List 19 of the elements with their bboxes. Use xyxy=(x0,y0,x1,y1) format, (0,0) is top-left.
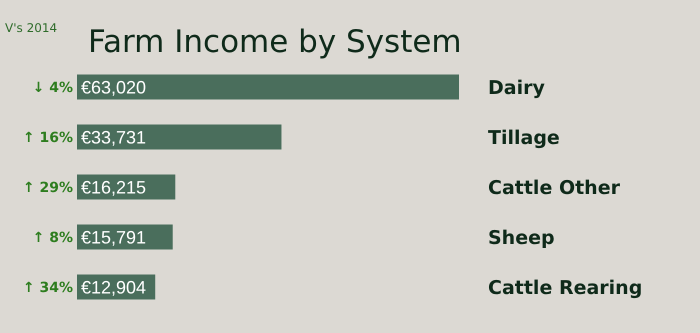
bar xyxy=(77,124,282,150)
y-tick-label: Dairy xyxy=(488,76,546,99)
data-label: €12,904 xyxy=(81,277,146,298)
text: ↑ 34% xyxy=(22,280,73,296)
data-label: €63,020 xyxy=(81,77,146,98)
y-tick-label: Cattle Other xyxy=(488,176,621,199)
data-label: €15,791 xyxy=(81,227,146,248)
y-tick-label: Tillage xyxy=(488,126,560,149)
y-tick-label: Sheep xyxy=(488,226,555,249)
data-label: €33,731 xyxy=(81,127,146,148)
text: ↓ 4% xyxy=(32,80,73,96)
data-label: €16,215 xyxy=(81,177,146,198)
chart-subtitle: V's 2014 xyxy=(5,21,58,35)
text: ↑ 8% xyxy=(32,230,73,246)
chart-title: Farm Income by System xyxy=(88,24,462,60)
text: ↑ 16% xyxy=(22,130,73,146)
y-tick-label: Cattle Rearing xyxy=(488,276,642,299)
text: ↑ 29% xyxy=(22,180,73,196)
bar xyxy=(77,74,459,100)
